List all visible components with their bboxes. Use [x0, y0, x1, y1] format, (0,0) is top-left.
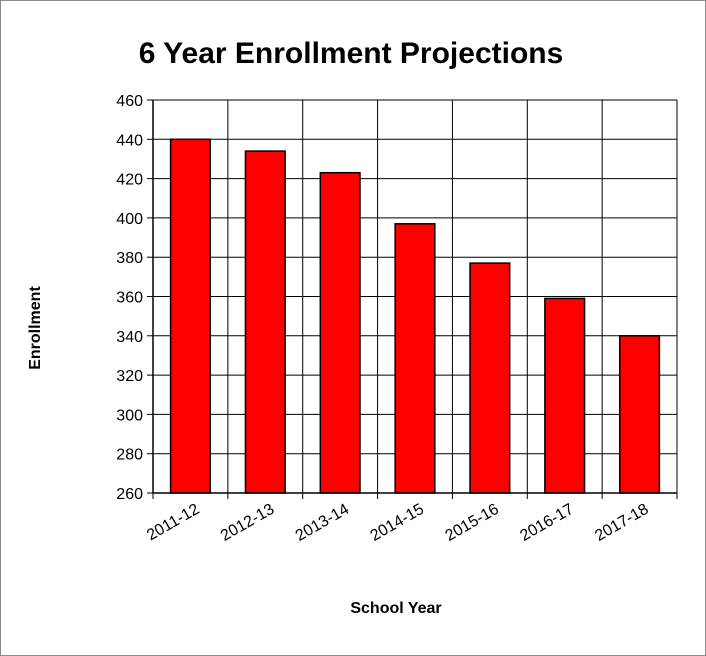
x-axis-title: School Year — [350, 600, 441, 617]
x-tick-label: 2013-14 — [293, 501, 352, 545]
x-tick-label: 2017-18 — [592, 501, 651, 545]
x-tick-label: 2011-12 — [144, 501, 202, 545]
x-tick-label: 2012-13 — [218, 501, 277, 545]
bar-2014-15 — [394, 223, 436, 494]
bar-2017-18 — [618, 335, 661, 494]
y-tick-label: 400 — [116, 211, 143, 228]
x-tick-label: 2016-17 — [517, 501, 576, 545]
y-tick-label: 440 — [116, 132, 143, 149]
chart-title: 6 Year Enrollment Projections — [139, 37, 564, 70]
y-tick-label: 340 — [116, 329, 143, 346]
bars — [169, 138, 661, 494]
bar-2016-17 — [544, 297, 586, 494]
axes — [147, 99, 678, 499]
y-tick-label: 380 — [116, 250, 143, 267]
y-axis-title: Enrollment — [27, 286, 44, 370]
bar-2012-13 — [244, 150, 286, 494]
bar-2011-12 — [169, 138, 212, 494]
x-tick-label: 2014-15 — [368, 501, 427, 545]
x-tick-label: 2015-16 — [443, 501, 502, 545]
y-tick-label: 260 — [116, 486, 143, 503]
bar-2015-16 — [469, 262, 511, 494]
y-tick-label: 300 — [116, 407, 143, 424]
y-tick-label: 360 — [116, 290, 143, 307]
x-tick-labels: 2011-12 2012-13 2013-14 2014-15 2015-16 2016-… — [144, 501, 652, 545]
bar-2013-14 — [319, 171, 361, 494]
y-tick-label: 280 — [116, 447, 143, 464]
y-tick-labels: 260 280 300 320 340 360 380 400 420 440 460 — [116, 93, 143, 503]
y-tick-label: 460 — [116, 93, 143, 110]
y-tick-label: 320 — [116, 368, 143, 385]
y-tick-label: 420 — [116, 172, 143, 189]
